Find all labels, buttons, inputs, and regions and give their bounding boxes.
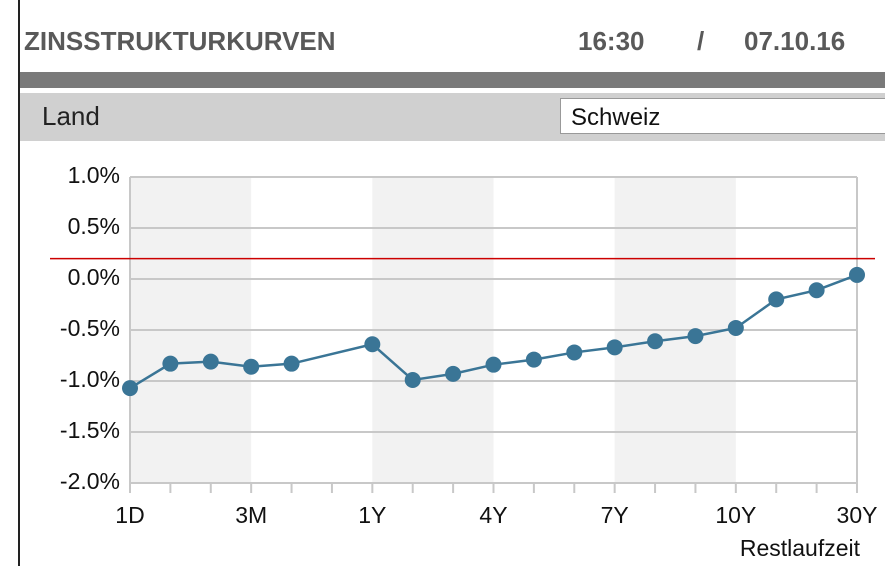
point [525, 351, 542, 368]
point [122, 380, 138, 397]
country-value: Schweiz [571, 104, 661, 131]
date: 07.10.16 [744, 26, 846, 56]
x-axis-label: Restlaufzeit [740, 535, 861, 561]
point [404, 371, 421, 388]
x-tick-label: 10Y [715, 502, 756, 528]
point [445, 365, 462, 382]
point [687, 328, 704, 345]
point [606, 339, 623, 356]
country-label: Land [42, 101, 100, 131]
title: ZINSSTRUKTURKURVEN [24, 26, 336, 56]
time: 16:30 [578, 26, 645, 56]
point [849, 266, 865, 283]
y-tick-label: -2.0% [60, 468, 120, 494]
y-tick-label: 0.0% [68, 264, 120, 290]
y-tick-label: -1.5% [60, 417, 120, 443]
point [202, 353, 219, 370]
country-row: Land Schweiz [20, 93, 885, 141]
border [18, 0, 20, 566]
x-tick-label: 30Y [837, 502, 878, 528]
x-tick-label: 1Y [358, 502, 386, 528]
point [727, 319, 744, 336]
x-tick-label: 7Y [601, 502, 629, 528]
y-tick-label: -0.5% [60, 315, 120, 341]
point [647, 333, 664, 350]
y-tick-label: 1.0% [68, 162, 120, 188]
x-tick-label: 1D [115, 502, 144, 528]
y-tick-label: 0.5% [68, 213, 120, 239]
country-select[interactable]: Schweiz [560, 98, 885, 134]
point [808, 282, 825, 299]
separator: / [697, 26, 705, 56]
point [768, 291, 785, 308]
point [243, 358, 260, 375]
y-tick-label: -1.0% [60, 366, 120, 392]
x-tick-label: 4Y [479, 502, 507, 528]
point [283, 355, 300, 372]
point [162, 355, 179, 372]
point [364, 336, 381, 353]
point [566, 344, 583, 361]
divider-bar [20, 72, 885, 88]
x-tick-label: 3M [235, 502, 267, 528]
point [485, 356, 502, 373]
